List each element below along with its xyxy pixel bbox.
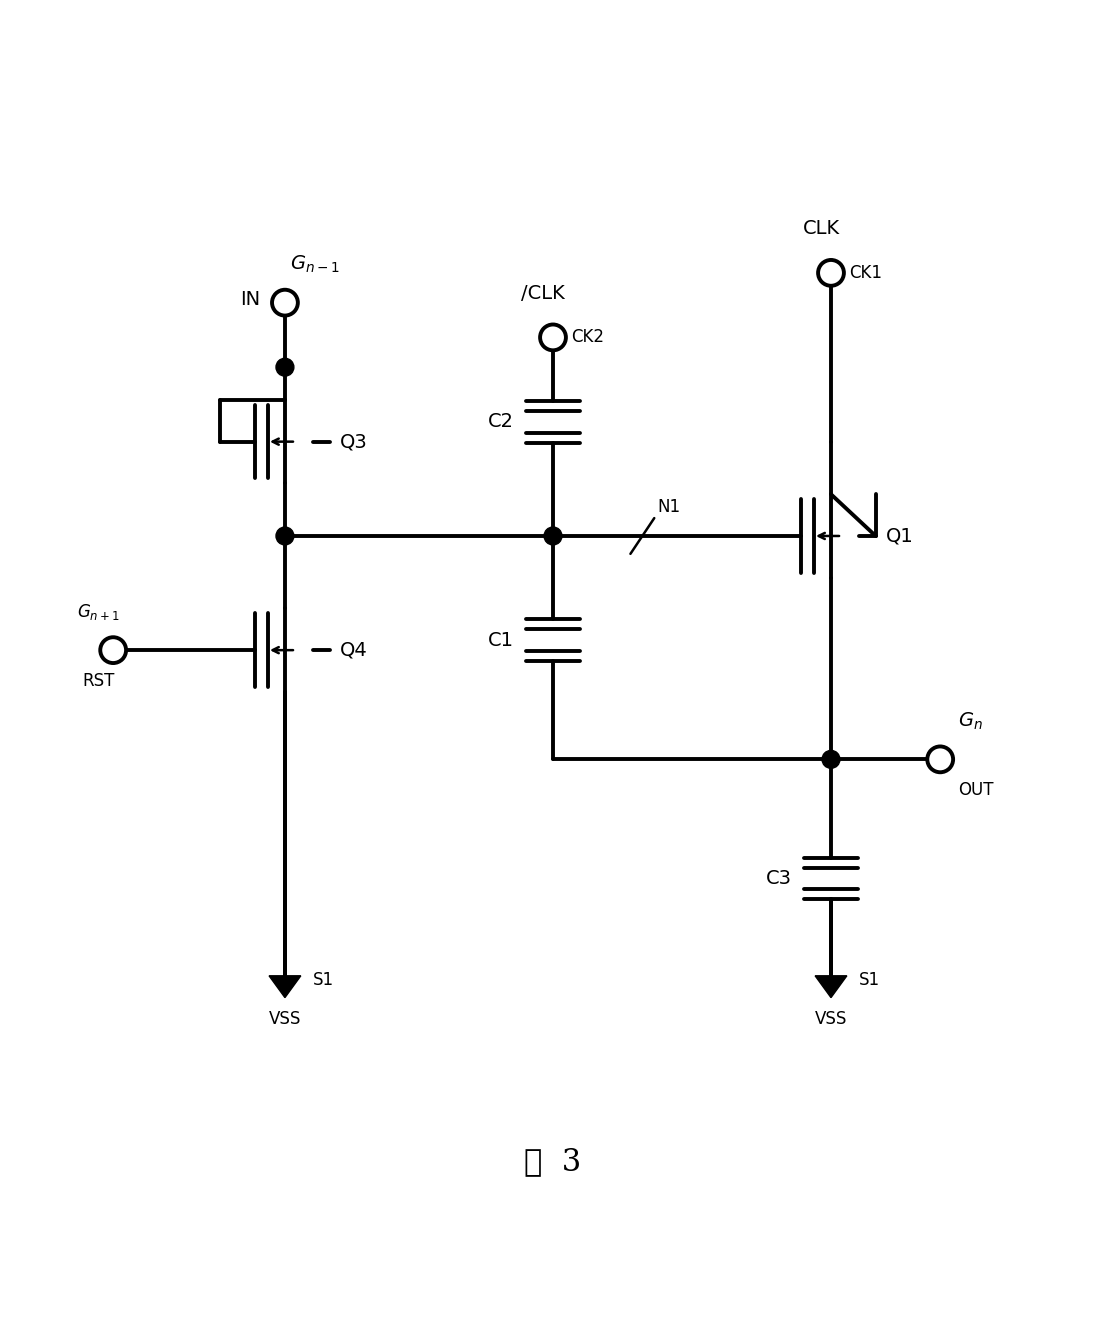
Circle shape (101, 638, 126, 663)
Circle shape (822, 750, 839, 768)
Circle shape (544, 527, 562, 545)
Text: $G_{n-1}$: $G_{n-1}$ (290, 253, 340, 275)
Circle shape (276, 527, 294, 545)
Circle shape (927, 746, 953, 772)
Text: C1: C1 (488, 631, 514, 650)
Text: Q4: Q4 (340, 641, 367, 659)
Text: N1: N1 (657, 498, 680, 516)
Text: /CLK: /CLK (521, 284, 565, 303)
Text: OUT: OUT (958, 781, 993, 799)
Text: $G_n$: $G_n$ (958, 710, 983, 732)
Text: IN: IN (240, 291, 260, 310)
Text: S1: S1 (858, 970, 880, 989)
Text: VSS: VSS (815, 1009, 847, 1028)
Circle shape (272, 289, 298, 315)
Polygon shape (269, 976, 301, 998)
Text: $G_{n+1}$: $G_{n+1}$ (76, 603, 119, 622)
Text: VSS: VSS (269, 1009, 301, 1028)
Circle shape (276, 358, 294, 377)
Polygon shape (815, 976, 847, 998)
Text: CK2: CK2 (571, 328, 604, 347)
Text: CK1: CK1 (849, 264, 881, 281)
Text: C2: C2 (488, 413, 514, 431)
Text: Q1: Q1 (886, 527, 914, 545)
Text: C3: C3 (765, 870, 792, 888)
Text: 图  3: 图 3 (524, 1146, 582, 1177)
Text: Q3: Q3 (340, 431, 367, 452)
Circle shape (540, 324, 566, 350)
Text: S1: S1 (313, 970, 334, 989)
Text: CLK: CLK (803, 220, 839, 239)
Text: RST: RST (82, 671, 115, 690)
Circle shape (818, 260, 844, 285)
